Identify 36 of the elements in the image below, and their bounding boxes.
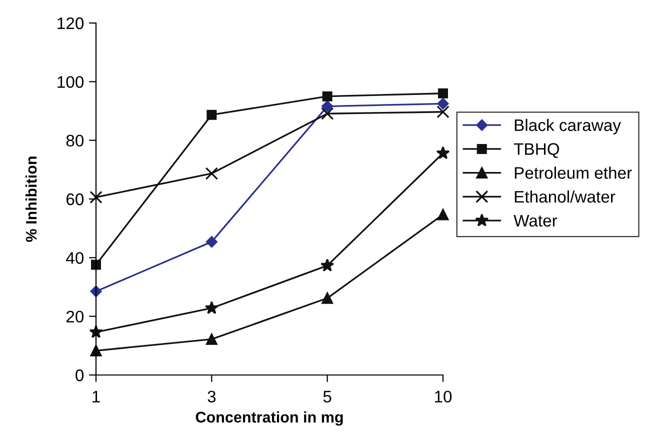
point [322, 292, 334, 304]
legend-label: TBHQ [514, 143, 560, 158]
point [436, 146, 450, 160]
point [90, 344, 102, 356]
point [206, 110, 217, 120]
legend-label: Water [514, 214, 558, 227]
point [438, 88, 448, 98]
y-tick-label: 60 [66, 193, 84, 206]
x-tick-label: 5 [323, 390, 332, 403]
x-tick-label: 10 [435, 390, 452, 403]
point [206, 334, 218, 345]
point [436, 105, 450, 118]
y-tick-label: 80 [66, 134, 84, 147]
x-tick-label: 3 [208, 390, 216, 403]
point [437, 98, 449, 110]
point [322, 100, 334, 112]
legend-label: Ethanol/water [514, 190, 616, 203]
x-axis-title: Concentration in mg [196, 411, 343, 426]
y-tick-label: 40 [66, 252, 84, 264]
point [206, 236, 218, 248]
y-tick-label: 100 [58, 76, 84, 88]
point [322, 91, 332, 102]
point [205, 167, 218, 180]
y-axis-title: % Inhibition [25, 156, 37, 242]
point [437, 208, 449, 220]
point [91, 260, 101, 270]
legend-label: Black caraway [514, 118, 621, 134]
point [320, 107, 334, 120]
point [204, 301, 218, 314]
legend-label: Petroleum ether [514, 166, 632, 179]
y-tick-label: 120 [58, 17, 84, 30]
y-tick-label: 20 [66, 310, 84, 323]
point [90, 190, 102, 204]
y-tick-label: 0 [76, 369, 84, 382]
x-tick-label: 1 [92, 390, 100, 402]
point [320, 258, 334, 272]
